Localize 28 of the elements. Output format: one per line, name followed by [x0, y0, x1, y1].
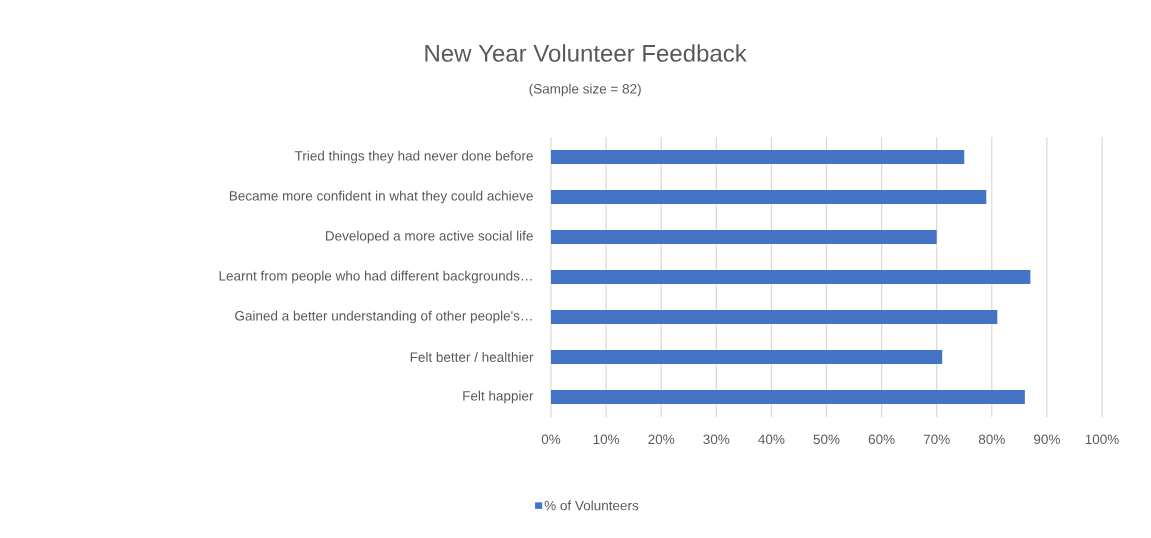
y-tick-label: Became more confident in what they could achieve: [229, 190, 533, 204]
bar: [551, 230, 937, 245]
x-tick-label: 20%: [648, 434, 675, 445]
bar: [551, 390, 1025, 404]
x-tick-label: 40%: [758, 434, 785, 445]
chart-title: New Year Volunteer Feedback: [425, 44, 747, 62]
y-tick-label: Felt happier: [463, 390, 534, 404]
chart-subtitle: (Sample size = 82): [529, 83, 641, 97]
x-tick-label: 60%: [868, 434, 895, 445]
y-tick-label: Developed a more active social life: [325, 230, 533, 244]
x-tick-label: 0%: [541, 434, 561, 445]
bar: [551, 150, 965, 165]
bar: [551, 350, 943, 364]
x-tick-label: 10%: [593, 434, 620, 445]
x-tick-label: 90%: [1034, 434, 1060, 445]
y-tick-label: Learnt from people who had different backgrounds…: [219, 270, 532, 284]
x-tick-label: 50%: [813, 434, 840, 445]
x-tick-label: 100%: [1085, 434, 1119, 445]
bar: [551, 270, 1031, 285]
y-tick-label: Felt better / healthier: [410, 352, 534, 362]
y-tick-label: Gained a better understanding of other people's…: [235, 310, 532, 324]
x-tick-label: 30%: [703, 434, 730, 445]
x-tick-label: 80%: [978, 434, 1005, 445]
bar: [551, 190, 987, 205]
x-tick-label: 70%: [923, 434, 950, 445]
legend-label: % of Volunteers: [544, 500, 639, 511]
y-tick-label: Tried things they had never done before: [294, 150, 533, 164]
bar: [551, 310, 998, 324]
